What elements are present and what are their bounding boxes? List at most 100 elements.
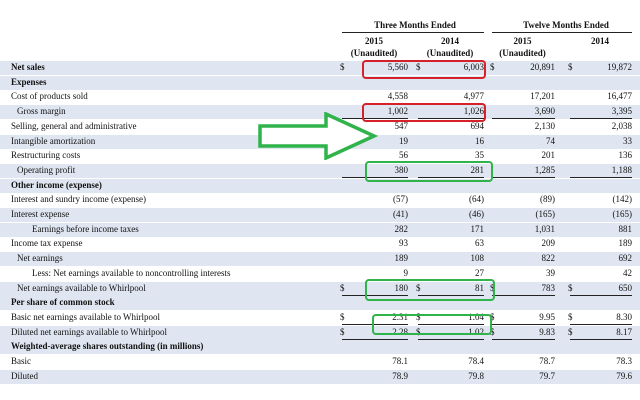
col-head-2-year: 2014: [441, 36, 459, 46]
cell-value: 79.7: [539, 370, 555, 381]
cell-value: (57): [393, 194, 408, 205]
cell-value: 78.9: [392, 370, 408, 381]
cell-value: 35: [475, 150, 484, 161]
total-rule: [570, 338, 632, 340]
table-row: Expenses: [0, 75, 640, 90]
table-row: Net earnings 189 108 822 692: [0, 252, 640, 267]
cell-value: 78.7: [539, 356, 555, 366]
cell-value: 9.95: [539, 311, 555, 322]
currency-symbol: $: [568, 311, 573, 322]
row-label: Gross margin: [17, 106, 66, 117]
cell-value: 79.8: [468, 370, 484, 381]
row-label: Restructuring costs: [11, 150, 81, 161]
row-label: Operating profit: [17, 164, 76, 175]
cell-value: 282: [394, 223, 409, 234]
total-rule: [418, 294, 484, 296]
row-label: Less: Net earnings available to noncontr…: [32, 267, 231, 278]
total-rule: [492, 323, 555, 325]
highlight-net-sales-box: [362, 60, 486, 79]
table-row: Net sales $5,560 $6,003 $20,891 $19,872: [0, 61, 640, 76]
cell-value: 201: [541, 150, 556, 161]
header-rule-twelve-months: [492, 32, 632, 33]
table-row: Weighted-average shares outstanding (in …: [0, 340, 640, 355]
currency-symbol: $: [490, 311, 495, 322]
cell-value: 1,002: [387, 106, 408, 117]
table-row: Other income (expense): [0, 178, 640, 193]
cell-value: 189: [618, 238, 633, 249]
highlight-net-earnings-box: [365, 279, 495, 301]
row-label: Earnings before income taxes: [32, 223, 139, 234]
cell-value: 1,031: [534, 223, 555, 234]
cell-value: (46): [469, 209, 484, 219]
table-row: Net earnings available to Whirlpool $180 $…: [0, 281, 640, 296]
highlight-gross-margin-box: [362, 103, 486, 122]
cell-value: 19: [399, 135, 408, 146]
col-head-3-year: 2015: [513, 36, 532, 46]
row-label: Diluted: [11, 370, 38, 381]
table-row: Selling, general and administrative 547 69…: [0, 120, 640, 134]
currency-symbol: $: [568, 326, 573, 337]
table-row: Less: Net earnings available to noncontr…: [0, 267, 640, 281]
currency-symbol: $: [340, 326, 345, 337]
total-rule: [570, 323, 632, 325]
cell-value: 1,188: [611, 164, 632, 175]
cell-value: 19,872: [607, 62, 632, 72]
cell-value: 1.02: [468, 326, 484, 337]
total-rule: [570, 176, 632, 178]
row-label: Cost of products sold: [11, 91, 88, 102]
row-label: Income tax expense: [11, 238, 83, 249]
cell-value: 74: [546, 135, 555, 146]
cell-value: 4,558: [387, 91, 408, 102]
row-label: Other income (expense): [11, 179, 102, 190]
total-rule: [570, 118, 632, 120]
cell-value: 16: [475, 135, 484, 146]
cell-value: 189: [394, 253, 409, 264]
highlight-eps-box: [372, 314, 492, 335]
cell-value: 39: [546, 267, 555, 278]
table-row: Earnings before income taxes 282 171 1,031 8…: [0, 222, 640, 237]
cell-value: 136: [618, 150, 633, 161]
cell-value: 281: [470, 164, 485, 175]
total-rule: [492, 176, 555, 178]
row-label: Selling, general and administrative: [11, 120, 137, 131]
cell-value: 9.83: [539, 326, 555, 337]
row-label: Per share of common stock: [11, 297, 115, 308]
currency-symbol: $: [416, 62, 421, 72]
currency-symbol: $: [340, 311, 345, 322]
col-head-1-year: 2015: [365, 36, 383, 46]
cell-value: 1,285: [534, 164, 555, 175]
highlight-operating-profit-box: [365, 161, 493, 182]
table-row: Basic net earnings available to Whirlpoo…: [0, 311, 640, 325]
cell-value: 78.3: [616, 356, 632, 366]
cell-value: 4,977: [463, 91, 484, 102]
col-head-3-note: (Unaudited): [499, 48, 546, 58]
cell-value: 822: [541, 253, 556, 264]
cell-value: 63: [475, 238, 484, 249]
cell-value: (41): [393, 209, 408, 219]
table-row: Diluted 78.9 79.8 79.7 79.6: [0, 369, 640, 384]
total-rule: [342, 323, 408, 325]
cell-value: 1.04: [468, 311, 484, 322]
row-label: Net sales: [11, 62, 45, 72]
total-rule: [418, 323, 484, 325]
cell-value: 6,003: [463, 62, 484, 72]
cell-value: 3,690: [534, 106, 555, 117]
total-rule: [418, 176, 484, 178]
cell-value: 2.31: [392, 311, 408, 322]
cell-value: 380: [394, 164, 409, 175]
table-row: Interest expense (41) (46) (165) (165): [0, 208, 640, 223]
row-label: Interest expense: [11, 209, 70, 219]
row-label: Weighted-average shares outstanding (in …: [11, 341, 204, 352]
table-row: Basic 78.1 78.4 78.7 78.3: [0, 355, 640, 369]
total-rule: [418, 338, 484, 340]
total-rule: [492, 294, 555, 296]
table-row: Restructuring costs 56 35 201 136: [0, 149, 640, 163]
total-rule: [418, 118, 484, 120]
cell-value: 56: [399, 150, 408, 161]
cell-value: (165): [612, 209, 633, 219]
cell-value: 3,395: [611, 106, 632, 117]
currency-symbol: $: [340, 282, 345, 293]
total-rule: [342, 294, 408, 296]
total-rule: [342, 118, 408, 120]
currency-symbol: $: [416, 326, 421, 337]
